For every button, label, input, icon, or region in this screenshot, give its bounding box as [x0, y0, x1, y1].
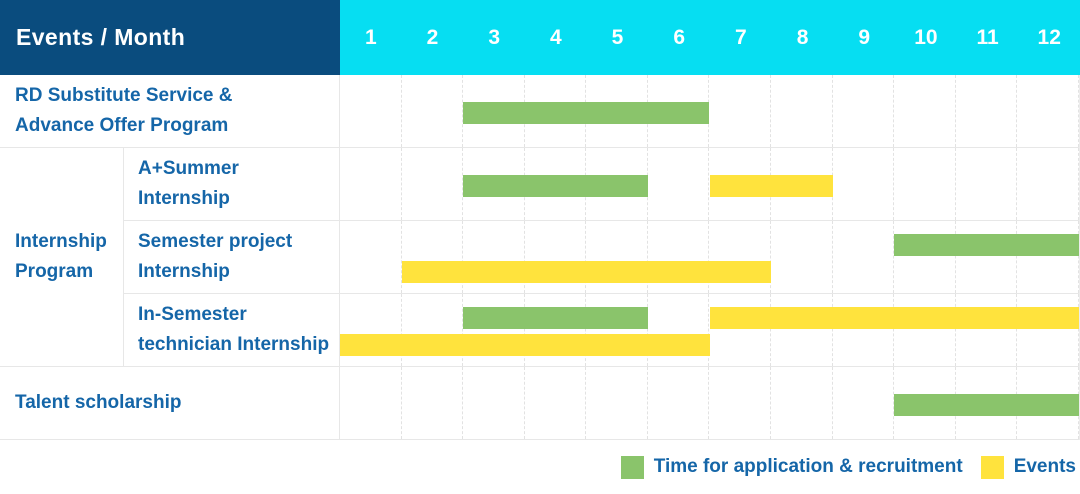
events-bar	[340, 334, 710, 356]
row-label: RD Substitute Service & Advance Offer Pr…	[0, 75, 340, 147]
grid-cell	[771, 294, 833, 366]
events-bar	[709, 307, 1079, 329]
month-header-4: 4	[550, 25, 562, 49]
month-header-2: 2	[426, 25, 439, 49]
month-header-3: 3	[488, 25, 501, 49]
month-header-6: 6	[673, 25, 686, 49]
grid-cell	[833, 294, 895, 366]
row-month-grid	[340, 148, 1079, 220]
table-row: A+Summer Internship	[0, 148, 1079, 221]
events-bar	[709, 175, 833, 197]
grid-cell	[956, 148, 1018, 220]
grid-cell	[771, 221, 833, 293]
grid-cell	[833, 75, 895, 147]
table-header-row: Events / Month 1 2 3 4 5 6 7 8 9 10 11 12	[0, 0, 1080, 75]
grid-cell	[340, 148, 402, 220]
grid-cell	[648, 294, 710, 366]
grid-cell	[956, 221, 1018, 293]
grid-cell	[340, 221, 402, 293]
row-month-grid	[340, 294, 1079, 366]
grid-cell	[956, 294, 1018, 366]
grid-cell	[894, 294, 956, 366]
grid-cell	[586, 367, 648, 439]
application-recruitment-bar	[463, 175, 648, 197]
table-row: Semester project Internship	[0, 221, 1079, 294]
grid-cell	[709, 294, 772, 366]
grid-cell	[586, 294, 648, 366]
grid-cell	[956, 75, 1018, 147]
grid-cell	[525, 294, 587, 366]
grid-cell	[894, 221, 956, 293]
month-header-7: 7	[735, 25, 747, 49]
application-recruitment-bar	[894, 394, 1079, 416]
grid-cell	[894, 75, 956, 147]
month-header-12: 12	[1037, 25, 1061, 49]
grid-cell	[833, 367, 895, 439]
grid-cell	[771, 367, 833, 439]
grid-cell	[1017, 221, 1079, 293]
grid-cell	[709, 367, 772, 439]
grid-cell	[894, 148, 956, 220]
grid-cell	[525, 367, 587, 439]
table-header-title: Events / Month	[0, 0, 340, 75]
table-row: Talent scholarship	[0, 367, 1079, 440]
month-header-5: 5	[611, 25, 624, 49]
events-bar	[401, 261, 772, 283]
row-month-grid	[340, 75, 1079, 147]
month-header-1: 1	[364, 25, 377, 49]
month-header-9: 9	[858, 25, 871, 49]
group-label-internship-program: Internship Program	[0, 148, 124, 366]
application-color-swatch	[620, 455, 644, 479]
grid-cell	[1017, 75, 1079, 147]
row-label: In-Semester technician Internship	[124, 294, 340, 366]
grid-cell	[402, 367, 464, 439]
grid-cell	[833, 221, 895, 293]
row-month-grid	[340, 367, 1079, 439]
row-label: Talent scholarship	[0, 367, 340, 439]
grid-cell	[340, 75, 402, 147]
row-month-grid	[340, 221, 1079, 293]
grid-cell	[340, 367, 402, 439]
grid-cell	[709, 221, 772, 293]
month-header-8: 8	[796, 25, 809, 49]
grid-cell	[648, 221, 710, 293]
month-header-11: 11	[976, 25, 999, 49]
table-row: RD Substitute Service & Advance Offer Pr…	[0, 75, 1079, 148]
grid-cell	[402, 148, 464, 220]
grid-cell	[525, 221, 587, 293]
grid-cell	[463, 367, 525, 439]
application-recruitment-bar	[463, 102, 710, 124]
legend-label: Events	[1013, 456, 1076, 477]
legend-item-event: Events	[980, 455, 1076, 479]
row-label: Semester project Internship	[124, 221, 340, 293]
grid-cell	[648, 148, 710, 220]
grid-cell	[586, 221, 648, 293]
grid-cell	[648, 367, 710, 439]
grid-cell	[463, 221, 525, 293]
grid-cell	[1017, 294, 1079, 366]
table-row: In-Semester technician Internship	[0, 294, 1079, 367]
legend-item-application: Time for application & recruitment	[620, 455, 963, 479]
grid-cell	[833, 148, 895, 220]
grid-cell	[340, 294, 402, 366]
grid-cell	[771, 75, 833, 147]
table-body: RD Substitute Service & Advance Offer Pr…	[0, 75, 1080, 440]
grid-cell	[1017, 148, 1079, 220]
grid-cell	[402, 75, 464, 147]
grid-cell	[402, 221, 464, 293]
legend-label: Time for application & recruitment	[653, 456, 963, 477]
row-label: A+Summer Internship	[124, 148, 340, 220]
grid-cell	[402, 294, 464, 366]
month-header-row: 1 2 3 4 5 6 7 8 9 10 11 12	[340, 0, 1080, 75]
grid-cell	[709, 75, 772, 147]
month-header-10: 10	[914, 25, 938, 49]
application-recruitment-bar	[894, 234, 1079, 256]
event-color-swatch	[980, 455, 1004, 479]
legend: Time for application & recruitment Events	[0, 440, 1076, 494]
application-recruitment-bar	[463, 307, 648, 329]
grid-cell	[463, 294, 525, 366]
